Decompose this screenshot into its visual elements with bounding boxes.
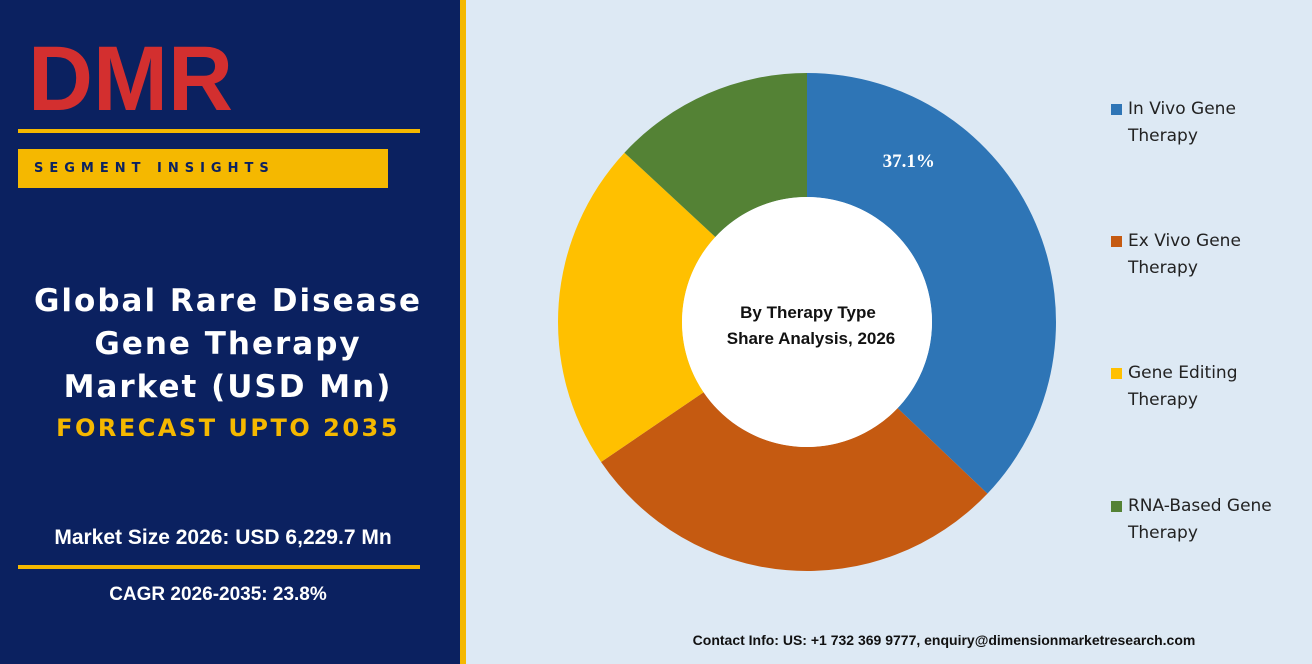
dmr-logo: DMR <box>28 38 233 116</box>
market-size-text: Market Size 2026: USD 6,229.7 Mn <box>54 526 392 549</box>
legend-swatch <box>1111 501 1122 512</box>
chart-center-title-line-1: By Therapy Type <box>740 303 876 322</box>
legend-label: Therapy <box>1128 126 1198 146</box>
cagr-text: CAGR 2026-2035: 23.8% <box>109 584 327 605</box>
donut-hole <box>682 197 932 447</box>
legend-label: RNA-Based Gene <box>1128 496 1272 516</box>
market-title: Global Rare Disease Gene Therapy Market … <box>18 280 438 409</box>
legend-label: Ex Vivo Gene <box>1128 231 1241 251</box>
donut-slice-ex-vivo-gene-therapy <box>601 392 988 571</box>
chart-center-title-line-2: Share Analysis, 2026 <box>727 329 896 348</box>
title-line-3: Market (USD Mn) <box>63 369 393 405</box>
donut-slice-gene-editing-therapy <box>558 152 716 462</box>
donut-slice-labels: 37.1% <box>883 151 935 172</box>
legend-label: Therapy <box>1128 390 1198 410</box>
gold-divider <box>460 0 466 664</box>
legend-swatch <box>1111 236 1122 247</box>
legend-swatch <box>1111 368 1122 379</box>
segment-insights-banner: SEGMENT INSIGHTS <box>18 149 388 188</box>
forecast-label: FORECAST UPTO 2035 <box>56 414 400 442</box>
bottom-gold-rule <box>18 565 420 569</box>
donut-slice-in-vivo-gene-therapy <box>807 73 1056 494</box>
logo-text: DMR <box>28 38 233 116</box>
top-gold-rule <box>18 129 420 133</box>
segment-insights-label: SEGMENT INSIGHTS <box>34 161 275 176</box>
donut-slice-rna-based-gene-therapy <box>624 73 807 238</box>
chart-panel: 37.1% By Therapy Type Share Analysis, 20… <box>466 0 1312 664</box>
legend-swatch <box>1111 104 1122 115</box>
donut-slices <box>558 73 1056 571</box>
title-line-1: Global Rare Disease <box>33 283 423 319</box>
legend-label: Therapy <box>1128 523 1198 543</box>
title-line-2: Gene Therapy <box>94 326 362 362</box>
slice-value-label: 37.1% <box>883 151 935 172</box>
legend-label: Gene Editing <box>1128 363 1238 383</box>
legend-label: Therapy <box>1128 258 1198 278</box>
legend-label: In Vivo Gene <box>1128 99 1236 119</box>
donut-chart: 37.1% By Therapy Type Share Analysis, 20… <box>558 73 1056 571</box>
contact-info: Contact Info: US: +1 732 369 9777, enqui… <box>692 632 1196 648</box>
left-panel: DMR SEGMENT INSIGHTS Global Rare Disease… <box>0 0 460 664</box>
